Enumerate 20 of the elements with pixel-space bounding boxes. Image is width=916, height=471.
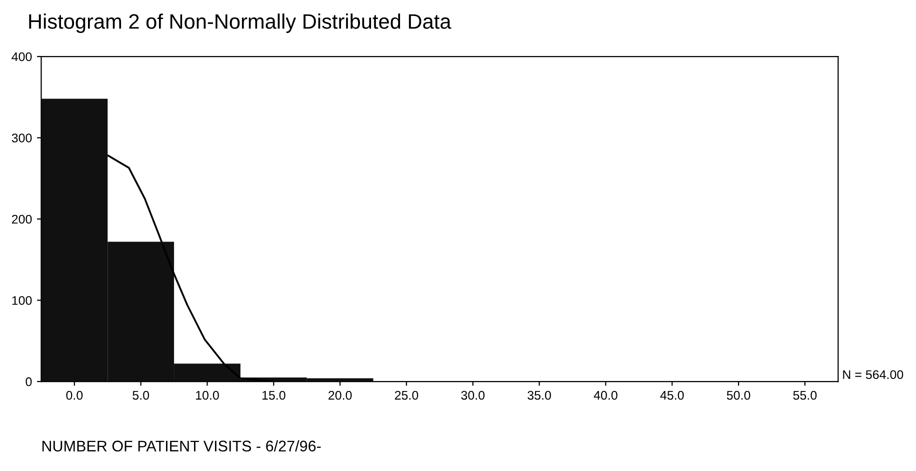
- x-axis-title: NUMBER OF PATIENT VISITS - 6/27/96-: [42, 440, 321, 452]
- x-tick-label: 20.0: [328, 390, 352, 400]
- x-tick-label: 55.0: [793, 390, 817, 400]
- x-tick-label: 5.0: [132, 390, 150, 400]
- x-tick-label: 45.0: [660, 390, 684, 400]
- y-tick-label: 0: [26, 377, 32, 386]
- y-tick-label: 200: [12, 214, 32, 224]
- x-tick-label: 40.0: [594, 390, 618, 400]
- x-tick-label: 50.0: [726, 390, 750, 400]
- y-tick-label: 300: [12, 134, 32, 142]
- x-tick-label: 35.0: [528, 390, 551, 400]
- y-tick-label: 400: [12, 52, 32, 62]
- x-tick-label: 0.0: [66, 390, 83, 400]
- chart-title: Histogram 2 of Non-Normally Distributed Data: [29, 14, 452, 33]
- text: N = 564.00: [843, 370, 904, 380]
- y-tick-label: 100: [12, 296, 32, 305]
- x-tick-label: 10.0: [196, 390, 219, 400]
- x-tick-label: 25.0: [394, 390, 418, 400]
- x-tick-label: 15.0: [262, 390, 286, 400]
- x-tick-label: 30.0: [461, 390, 485, 400]
